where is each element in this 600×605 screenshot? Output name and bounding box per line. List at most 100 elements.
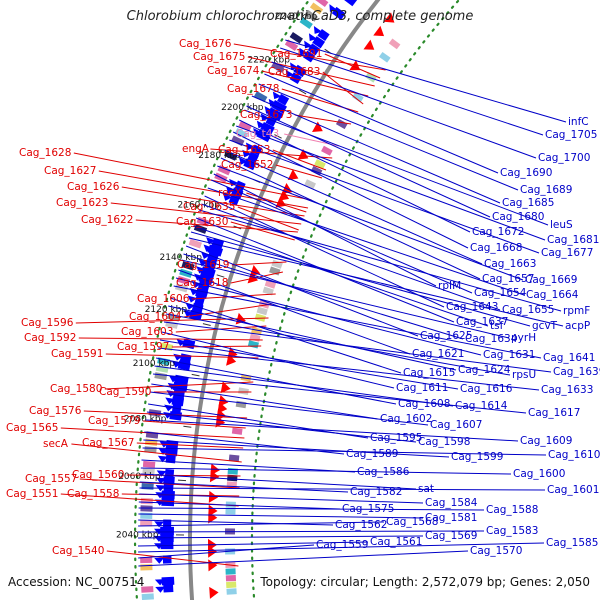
gene-label-forward: Cag_1603 [121, 326, 173, 338]
gene-label-reverse: rpsU [512, 369, 536, 381]
gene-label-reverse: Cag_1569 [425, 530, 477, 542]
gene-label-forward: Cag_1635 [183, 201, 235, 213]
gene-label-forward: Cag_1606 [137, 293, 190, 305]
accession-text: Accession: NC_007514 [8, 575, 144, 589]
gene-label-reverse: Cag_1616 [460, 383, 513, 395]
gene-label-reverse: Cag_1690 [500, 167, 552, 179]
gene-label-reverse: Cag_1559 [316, 539, 368, 551]
forward-gene-arrow [312, 122, 326, 137]
gene-label-reverse: Cag_1570 [470, 545, 522, 557]
gene-label-reverse: Cag_1601 [547, 484, 599, 496]
gene-label-forward: Cag_1627 [44, 165, 96, 177]
gene-label-reverse: Cag_1586 [357, 466, 410, 478]
ruler-tick [178, 480, 186, 481]
gene-label-reverse: Cag_1568 [386, 516, 438, 528]
leader-line-right [140, 488, 546, 490]
gene-label-forward: Cag_1567 [82, 437, 134, 449]
gene-label-forward: recX [218, 187, 242, 199]
feature-block-inner [248, 340, 259, 348]
feature-block-outer [141, 498, 153, 504]
gene-label-reverse: gcvT [532, 320, 558, 332]
gene-label-forward: Cag_1560 [72, 469, 124, 481]
feature-block-inner [238, 387, 249, 395]
gene-label-reverse: Cag_1624 [458, 364, 511, 376]
forward-gene-arrow [363, 40, 377, 55]
gene-label-reverse: Cag_1654 [474, 287, 527, 299]
ruler-tick [192, 374, 200, 376]
gene-label-forward: Cag_1626 [67, 181, 120, 193]
gene-label-forward: Cag_1652 [221, 159, 273, 171]
gene-label-reverse: Cag_1689 [520, 184, 572, 196]
gene-label-reverse: Cag_1677 [541, 247, 593, 259]
gene-label-reverse: Cag_1602 [380, 413, 432, 425]
gene-label-reverse: Cag_1608 [398, 398, 450, 410]
gene-label-forward: Cag_1691 [270, 48, 322, 60]
feature-block-inner [379, 52, 391, 63]
leader-line-left [295, 115, 351, 124]
gene-label-reverse: infC [568, 116, 589, 128]
leader-line-right [285, 40, 566, 122]
gene-label-forward: Cag_1579 [88, 415, 140, 427]
reverse-gene-arrow [163, 555, 172, 563]
gene-label-forward: Cag_1576 [29, 405, 82, 417]
gene-label-reverse: Cag_1561 [370, 536, 422, 548]
gene-label-reverse: tsf [490, 320, 504, 332]
gene-label-reverse: Cag_1634 [465, 333, 518, 345]
leader-line-left [107, 551, 239, 566]
gene-label-forward: Cag_1623 [56, 197, 108, 209]
leader-line-right [151, 384, 378, 419]
gene-label-reverse: Cag_1582 [350, 486, 402, 498]
forward-gene-arrow [209, 491, 219, 503]
reverse-gene-arrow [163, 584, 173, 593]
gene-label-reverse: Cag_1600 [513, 468, 565, 480]
feature-block-inner [226, 582, 236, 589]
gene-label-reverse: rpIM [438, 280, 461, 292]
gene-label-forward: Cag_1558 [67, 488, 119, 500]
gene-label-reverse: pyrH [511, 332, 536, 344]
gene-label-forward: Cag_1674 [207, 65, 260, 77]
gene-label-forward: Cag_1565 [6, 422, 58, 434]
ruler-tick [203, 324, 211, 326]
gene-label-reverse: Cag_1631 [483, 349, 535, 361]
reverse-gene-arrowhead [154, 558, 164, 564]
gene-label-reverse: Cag_1668 [470, 242, 522, 254]
gene-label-reverse: Cag_1617 [528, 407, 580, 419]
gene-label-forward: Cag_1596 [21, 317, 74, 329]
ruler-tick-label: 2060 kbp [118, 472, 161, 482]
gene-label-forward: Cag_1591 [51, 348, 103, 360]
feature-block-inner [225, 568, 235, 574]
gene-label-reverse: acpP [565, 320, 590, 332]
gene-label-forward: Cag_1592 [24, 332, 76, 344]
forward-gene-arrow [208, 559, 217, 571]
gene-label-reverse: Cag_1575 [342, 503, 394, 515]
gene-label-reverse: Cag_1583 [486, 525, 538, 537]
leader-line-right [138, 551, 468, 566]
gene-label-forward: Cag_1675 [193, 51, 245, 63]
gene-label-forward: Cag_1676 [179, 38, 232, 50]
feature-block-inner [249, 334, 260, 342]
gene-label-forward: Cag_1678 [227, 83, 279, 95]
map-title: Chlorobium chlorochromatii CaD3, complet… [0, 9, 600, 24]
gene-label-forward: Cag_1622 [81, 214, 133, 226]
gene-label-forward: Cag_1673 [240, 109, 292, 121]
reverse-gene-arrowhead [154, 521, 164, 527]
gene-label-reverse: Cag_1681 [547, 234, 599, 246]
gene-label-forward: Cag_1557 [25, 473, 77, 485]
gene-label-reverse: sat [418, 483, 434, 495]
gene-label-reverse: Cag_1598 [418, 436, 470, 448]
gene-label-reverse: Cag_1664 [526, 289, 579, 301]
gene-label-reverse: Cag_1663 [484, 258, 536, 270]
gene-label-forward: Cag_1653 [218, 144, 270, 156]
feature-block-inner [226, 575, 236, 581]
gene-label-reverse: Cag_1621 [412, 348, 464, 360]
feature-block-inner [321, 146, 333, 156]
leader-line-right [162, 332, 394, 388]
gene-label-reverse: Cag_1639 [553, 366, 600, 378]
feature-block-inner [228, 468, 238, 475]
gene-label-reverse: Cag_1680 [492, 211, 544, 223]
feature-block-inner [389, 39, 401, 50]
gene-label-reverse: Cag_1595 [370, 432, 422, 444]
gene-label-reverse: leuS [550, 219, 573, 231]
